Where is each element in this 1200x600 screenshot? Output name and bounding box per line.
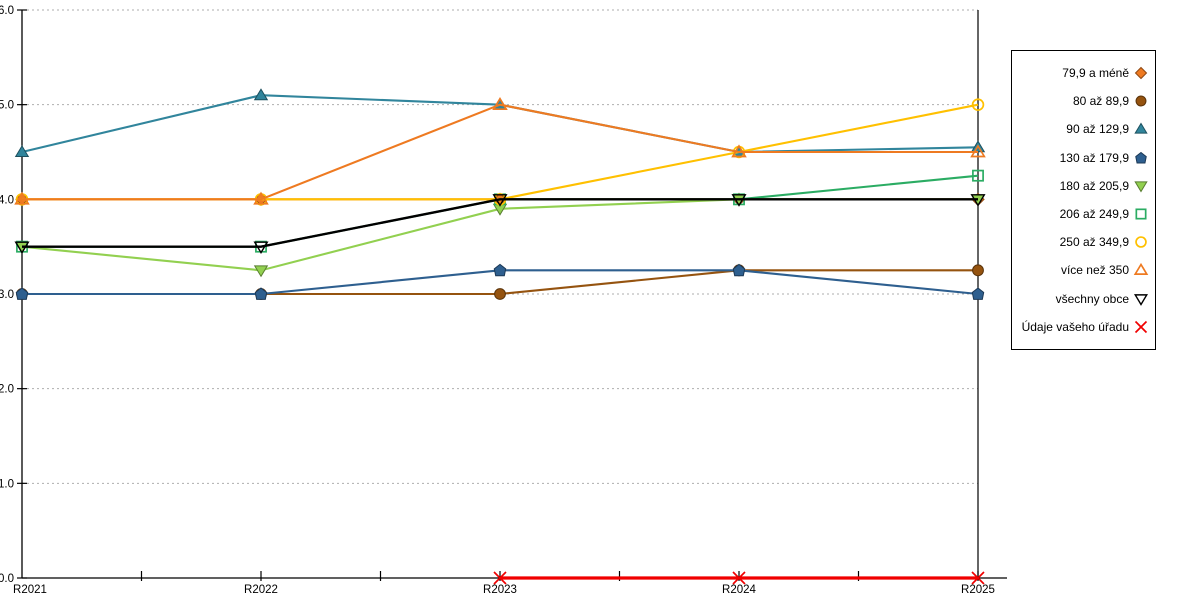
marker-triangle-up-icon: [14, 145, 30, 157]
legend-item: 206 až 249,9: [1014, 200, 1149, 228]
series-10: [493, 571, 985, 585]
series-line: [22, 198, 978, 248]
legend-label: 130 až 179,9: [1059, 150, 1129, 165]
marker-pentagon-icon: [254, 287, 268, 300]
x-tick-label: R2025: [961, 584, 995, 596]
legend-label: více než 350: [1060, 263, 1129, 278]
chart-legend: 79,9 a méně 80 až 89,9 90 až 129,9 130 až 1…: [1011, 50, 1156, 350]
legend-marker-icon: [1135, 208, 1147, 220]
legend-marker-icon: [1134, 320, 1148, 333]
y-tick-label: 0.0: [0, 573, 14, 585]
marker-pentagon-icon: [493, 263, 507, 277]
x-tick-label: R2022: [244, 584, 278, 596]
legend-marker-icon: [1135, 236, 1147, 249]
marker-triangle-up-icon: [731, 144, 747, 158]
marker-square-icon: [972, 169, 984, 182]
marker-circle-icon: [971, 98, 985, 111]
y-tick-label: 3.0: [0, 289, 14, 301]
marker-diamond-icon: [1134, 66, 1148, 80]
marker-triangle-down-icon: [14, 241, 30, 255]
x-tick-label: R2023: [483, 584, 517, 596]
legend-marker-icon: [1133, 263, 1149, 276]
y-tick-label: 1.0: [0, 478, 14, 490]
legend-marker-icon: [1133, 293, 1149, 306]
marker-pentagon-icon: [15, 287, 29, 300]
legend-label: 80 až 89,9: [1072, 94, 1129, 109]
marker-triangle-up-icon: [970, 144, 986, 158]
marker-triangle-down-icon: [253, 241, 269, 255]
legend-marker-icon: [1134, 66, 1148, 80]
series-8: [14, 97, 986, 205]
marker-circle-icon: [1135, 95, 1147, 107]
marker-pentagon-icon: [732, 263, 746, 277]
marker-x-icon: [493, 571, 507, 585]
legend-item: 90 až 129,9: [1014, 115, 1149, 143]
marker-circle-icon: [1135, 236, 1147, 249]
legend-label: Údaje vašeho úřadu: [1021, 319, 1129, 334]
legend-label: 206 až 249,9: [1059, 207, 1129, 222]
marker-triangle-up-icon: [492, 97, 508, 111]
series-line: [22, 103, 978, 201]
marker-pentagon-icon: [971, 287, 985, 300]
y-tick-label: 4.0: [0, 194, 14, 206]
legend-item: všechny obce: [1014, 285, 1149, 313]
marker-triangle-down-icon: [1133, 293, 1149, 306]
series-9: [14, 194, 986, 255]
legend-marker-icon: [1134, 122, 1148, 135]
y-tick-label: 6.0: [0, 5, 14, 17]
legend-marker-icon: [1135, 151, 1147, 164]
y-tick-label: 5.0: [0, 100, 14, 112]
marker-square-icon: [1135, 208, 1147, 220]
legend-label: 180 až 205,9: [1059, 178, 1129, 193]
marker-x-icon: [1134, 320, 1148, 333]
legend-item: 130 až 179,9: [1014, 144, 1149, 172]
marker-x-icon: [971, 571, 985, 585]
legend-label: všechny obce: [1055, 291, 1129, 306]
x-tick-label: R2024: [722, 584, 756, 596]
legend-item: více než 350: [1014, 256, 1149, 284]
marker-circle-icon: [972, 264, 984, 277]
marker-triangle-up-icon: [14, 191, 30, 205]
legend-item: 79,9 a méně: [1014, 59, 1149, 87]
marker-triangle-down-icon: [970, 194, 986, 207]
marker-triangle-down-icon: [1134, 181, 1148, 193]
legend-item: Údaje vašeho úřadu: [1014, 313, 1149, 341]
marker-triangle-down-icon: [492, 194, 508, 207]
legend-marker-icon: [1135, 95, 1147, 107]
legend-label: 90 až 129,9: [1066, 122, 1129, 137]
legend-item: 250 až 349,9: [1014, 228, 1149, 256]
marker-circle-icon: [494, 288, 506, 300]
legend-marker-icon: [1134, 181, 1148, 193]
legend-item: 180 až 205,9: [1014, 172, 1149, 200]
marker-pentagon-icon: [1135, 151, 1147, 164]
series-4: [15, 263, 985, 300]
legend-label: 250 až 349,9: [1059, 235, 1129, 250]
marker-triangle-down-icon: [731, 194, 747, 207]
x-tick-label: R2021: [13, 584, 47, 596]
marker-triangle-up-icon: [1133, 263, 1149, 276]
marker-triangle-up-icon: [253, 191, 269, 205]
marker-triangle-up-icon: [1134, 122, 1148, 135]
y-tick-label: 2.0: [0, 384, 14, 396]
marker-triangle-up-icon: [253, 88, 269, 101]
marker-triangle-down-icon: [253, 265, 269, 278]
marker-x-icon: [732, 571, 746, 585]
legend-item: 80 až 89,9: [1014, 87, 1149, 115]
legend-label: 79,9 a méně: [1062, 66, 1129, 81]
